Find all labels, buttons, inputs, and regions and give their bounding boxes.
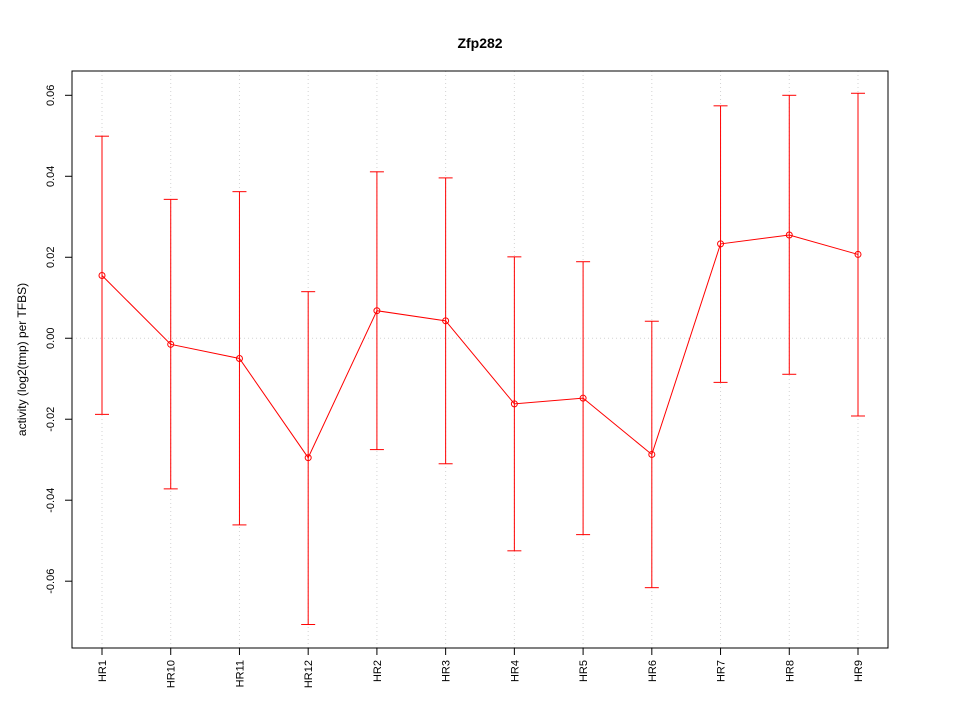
x-tick-label: HR9 xyxy=(853,660,865,682)
chart-title: Zfp282 xyxy=(457,35,502,51)
data-point xyxy=(235,354,243,362)
data-point xyxy=(442,317,450,325)
y-axis-label: activity (log2(tmp) per TFBS) xyxy=(15,283,29,436)
x-tick-label: HR4 xyxy=(509,660,521,682)
y-tick-label: -0.04 xyxy=(45,488,57,513)
grid xyxy=(72,71,888,648)
x-tick-label: HR12 xyxy=(303,660,315,688)
x-tick-label: HR3 xyxy=(441,660,453,682)
y-tick-label: 0.00 xyxy=(45,328,57,349)
data-point xyxy=(579,394,587,402)
data-point xyxy=(717,240,725,248)
data-point xyxy=(854,250,862,258)
plot-frame xyxy=(71,70,889,649)
y-axis: -0.06 -0.04 -0.02 0.00 0.02 0.04 0.06 xyxy=(45,85,72,594)
x-tick-label: HR6 xyxy=(647,660,659,682)
x-tick-label: HR11 xyxy=(234,660,246,687)
x-axis: HR1 HR10 HR11 HR12 HR2 HR3 HR4 HR5 HR6 HR7 HR8 HR9 xyxy=(97,648,865,688)
series-layer xyxy=(95,92,865,626)
data-point xyxy=(373,307,381,315)
y-tick-label: 0.06 xyxy=(45,85,57,106)
x-tick-label: HR1 xyxy=(97,660,109,682)
x-tick-label: HR5 xyxy=(578,660,590,682)
data-point xyxy=(167,340,175,348)
x-tick-label: HR10 xyxy=(166,660,178,688)
data-point xyxy=(98,271,106,279)
x-tick-label: HR7 xyxy=(716,660,728,682)
y-tick-label: 0.02 xyxy=(45,247,57,268)
data-point xyxy=(304,454,312,462)
y-tick-label: 0.04 xyxy=(45,166,57,187)
data-point xyxy=(785,231,793,239)
data-point xyxy=(648,450,656,458)
series-line xyxy=(101,234,859,459)
y-tick-label: -0.02 xyxy=(45,407,57,432)
x-tick-label: HR8 xyxy=(784,660,796,682)
y-tick-label: -0.06 xyxy=(45,569,57,594)
data-point xyxy=(510,400,518,408)
x-tick-label: HR2 xyxy=(372,660,384,682)
